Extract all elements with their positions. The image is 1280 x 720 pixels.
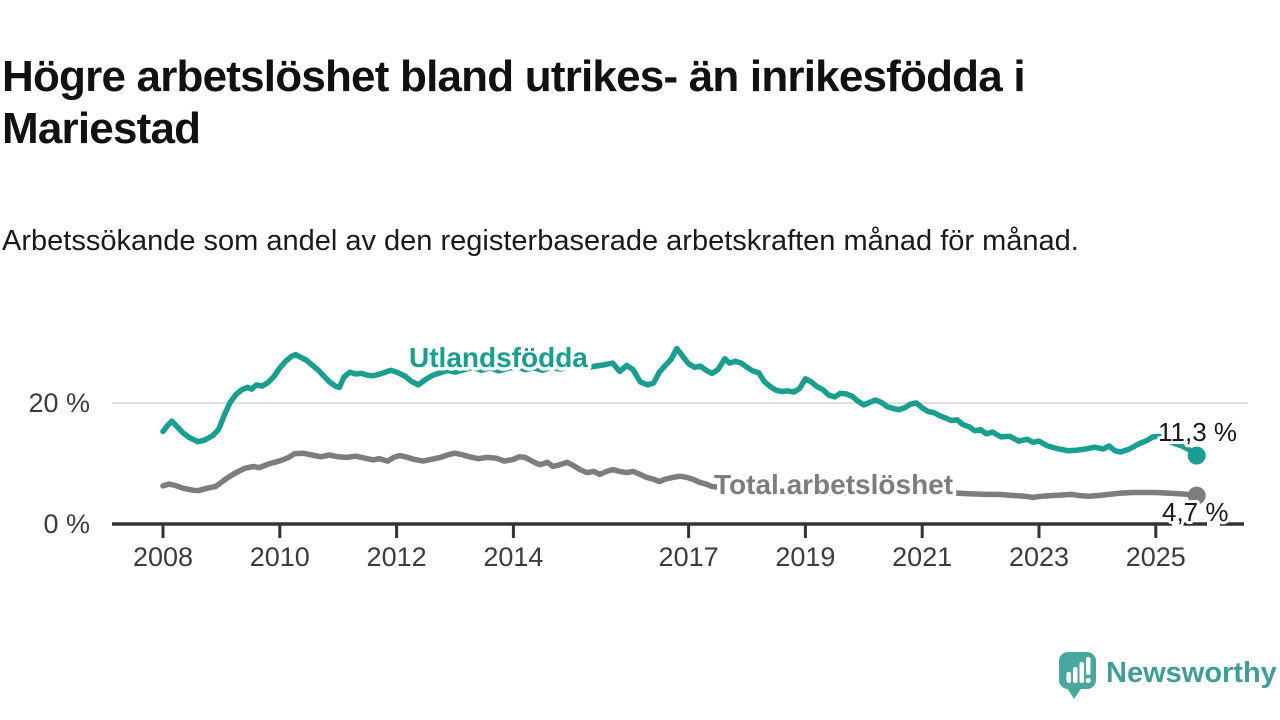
total-unemployment-line[interactable] (160, 450, 1200, 501)
newsworthy-logo-text: Newsworthy (1106, 657, 1277, 689)
x-tick-label: 2023 (1009, 542, 1069, 572)
x-tick-label: 2008 (133, 542, 193, 572)
total-unemployment-end-dot[interactable] (1187, 486, 1206, 505)
x-tick-label: 2012 (367, 542, 427, 572)
foreign-born-series-label: Utlandsfödda (409, 342, 588, 373)
x-tick-label: 2021 (892, 542, 952, 572)
newsworthy-logo[interactable]: Newsworthy (1058, 650, 1278, 702)
x-tick-label: 2014 (483, 542, 543, 572)
foreign-born-line[interactable] (160, 345, 1200, 459)
x-tick-label: 2019 (775, 542, 835, 572)
x-tick-label: 2017 (659, 542, 719, 572)
x-tick-label: 2025 (1126, 542, 1186, 572)
total-unemployment-end-value: 4,7 % (1162, 497, 1229, 527)
page-title: Högre arbetslöshet bland utrikes- än inr… (2, 52, 1026, 154)
chart-subtitle: Arbetssökande som andel av den registerb… (2, 225, 1079, 257)
foreign-born-end-value: 11,3 % (1158, 417, 1237, 447)
newsworthy-logo-icon: Newsworthy (1059, 652, 1277, 699)
x-tick-label: 2010 (250, 542, 310, 572)
x-axis-ticks: 2008 2010 2012 2014 2017 2019 2021 2023 2025 (133, 524, 1186, 572)
y-axis-labels: 0 % 20 % (28, 388, 90, 539)
foreign-born-end-dot[interactable] (1187, 446, 1206, 465)
y-tick-label: 20 % (28, 388, 90, 418)
speech-bubble-bar-chart-icon (1059, 652, 1096, 699)
total-unemployment-series-label: Total arbetslöshet (714, 469, 953, 500)
y-tick-label: 0 % (43, 509, 90, 539)
